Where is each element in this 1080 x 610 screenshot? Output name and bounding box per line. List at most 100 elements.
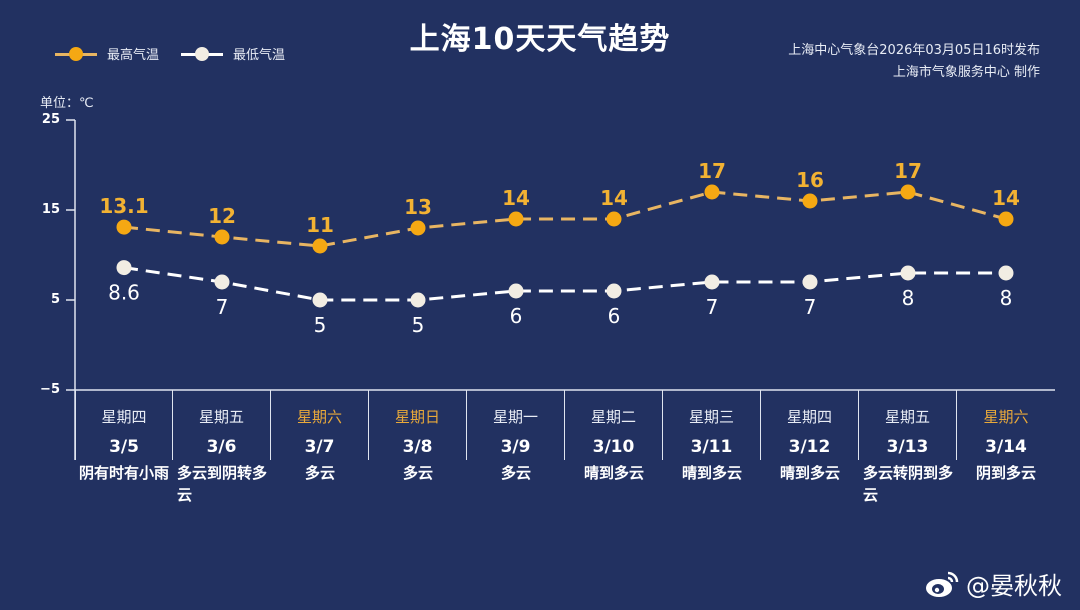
day-cell: 星期六 3/7 [271, 390, 369, 460]
data-point [900, 184, 916, 200]
legend-label-high: 最高气温 [107, 48, 160, 63]
condition-text: 多云转阴到多云 [863, 464, 954, 504]
unit-label: 单位：℃ [40, 96, 94, 111]
date-label: 3/8 [402, 437, 433, 457]
date-grid: 星期四 3/5 星期五 3/6 星期六 3/7 星期日 3/8 星期一 3/9 星期二 3/… [75, 390, 1055, 460]
condition-text: 多云到阴转多云 [177, 464, 268, 504]
data-point [116, 260, 132, 276]
date-label: 3/9 [500, 437, 531, 457]
y-tick-25: 25 [41, 112, 60, 127]
weekday-label: 星期四 [101, 408, 147, 426]
date-label: 3/10 [592, 437, 635, 457]
date-label: 3/11 [690, 437, 733, 457]
data-point [802, 193, 818, 209]
condition-text: 晴到多云 [681, 464, 742, 482]
data-point [998, 211, 1014, 227]
day-cell: 星期五 3/13 [859, 390, 957, 460]
data-point [998, 265, 1014, 281]
data-label: 11 [306, 213, 334, 237]
condition-text: 阴有时有小雨 [79, 464, 170, 482]
data-label: 13.1 [99, 194, 148, 218]
weekday-label: 星期四 [786, 408, 832, 426]
high-temp-points: 13.1 12 11 13 14 14 17 16 17 14 [99, 159, 1020, 254]
data-label: 17 [698, 159, 726, 183]
data-label: 14 [992, 186, 1020, 210]
data-point [802, 274, 818, 290]
day-cell: 星期二 3/10 [565, 390, 663, 460]
date-label: 3/6 [206, 437, 237, 457]
legend: 最高气温 最低气温 [55, 44, 307, 63]
day-cell: 星期一 3/9 [467, 390, 565, 460]
weekday-label: 星期五 [198, 408, 244, 426]
day-cell: 星期六 3/14 [957, 390, 1055, 460]
data-label: 16 [796, 168, 824, 192]
weekday-label: 星期二 [590, 408, 636, 426]
weekday-label: 星期五 [884, 408, 930, 426]
data-label: 5 [314, 313, 327, 337]
weekday-label: 星期一 [492, 408, 538, 426]
low-line-marker-icon [181, 46, 224, 61]
data-point [116, 219, 132, 235]
day-cell: 星期四 3/12 [761, 390, 859, 460]
date-label: 3/7 [304, 437, 335, 457]
weekday-label: 星期三 [688, 408, 734, 426]
low-temp-points: 8.6 7 5 5 6 6 7 7 8 8 [108, 260, 1014, 337]
condition-text: 多云 [500, 464, 531, 482]
date-label: 3/12 [788, 437, 831, 457]
data-label: 12 [208, 204, 236, 228]
date-label: 3/14 [985, 437, 1027, 457]
data-point [606, 283, 622, 299]
y-tick-15: 15 [41, 202, 60, 217]
data-point [214, 229, 230, 245]
watermark: @晏秋秋 [924, 566, 1062, 601]
data-point [508, 211, 524, 227]
legend-label-low: 最低气温 [233, 48, 286, 63]
condition-text: 阴到多云 [975, 464, 1036, 482]
data-label: 14 [600, 186, 628, 210]
data-point [214, 274, 230, 290]
high-line-marker-icon [55, 46, 97, 61]
data-label: 6 [510, 304, 523, 328]
weekday-label: 星期六 [983, 408, 1029, 426]
data-label: 7 [804, 295, 817, 319]
data-label: 17 [894, 159, 922, 183]
chart-title: 上海10天天气趋势 [409, 22, 671, 57]
data-label: 7 [216, 295, 229, 319]
data-point [606, 211, 622, 227]
data-point [410, 292, 426, 308]
condition-text: 多云 [402, 464, 433, 482]
data-label: 7 [706, 295, 719, 319]
data-label: 8 [1000, 286, 1013, 310]
data-point [312, 238, 328, 254]
day-cell: 星期四 3/5 [75, 390, 173, 460]
data-point [312, 292, 328, 308]
y-tick-5: 5 [50, 292, 60, 307]
low-temp-line [123, 266, 1006, 302]
data-label: 8 [902, 286, 915, 310]
y-tick-minus5: −5 [40, 382, 60, 397]
condition-text: 晴到多云 [779, 464, 840, 482]
source-info: 上海中心气象台2026年03月05日16时发布 上海市气象服务中心 制作 [788, 40, 1040, 84]
day-cell: 星期日 3/8 [369, 390, 467, 460]
high-temp-line [123, 190, 1007, 248]
weekday-label: 星期六 [296, 408, 342, 426]
day-cell: 星期三 3/11 [663, 390, 761, 460]
condition-text: 多云 [304, 464, 335, 482]
weekday-label: 星期日 [394, 408, 440, 426]
legend-item-low: 最低气温 [181, 44, 285, 63]
day-cell: 星期五 3/6 [173, 390, 271, 460]
conditions-row: 阴有时有小雨 多云到阴转多云 多云 多云 多云 晴到多云 晴到多云 晴到多云 多… [75, 462, 1055, 506]
data-label: 6 [608, 304, 621, 328]
source-line-issuer: 上海中心气象台2026年03月05日16时发布 [788, 43, 1040, 58]
weibo-icon [926, 571, 959, 597]
data-point [900, 265, 916, 281]
data-point [704, 274, 720, 290]
data-label: 13 [404, 195, 432, 219]
date-label: 3/5 [109, 437, 139, 457]
data-point [410, 220, 426, 236]
legend-item-high: 最高气温 [55, 44, 159, 63]
data-label: 14 [502, 186, 530, 210]
watermark-handle: @晏秋秋 [966, 572, 1062, 600]
data-point [508, 283, 524, 299]
